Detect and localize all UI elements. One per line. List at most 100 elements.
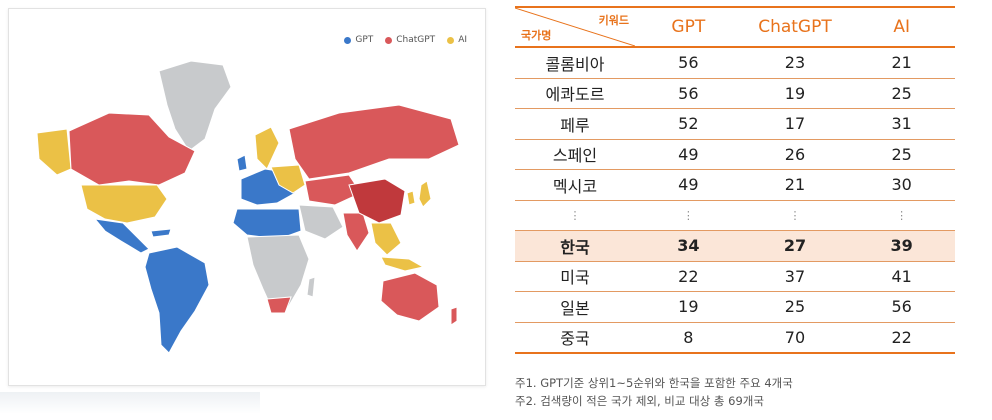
table-row: 스페인 49 26 25 (515, 139, 955, 170)
region-korea (406, 190, 416, 206)
country-cell: 스페인 (515, 139, 635, 170)
region-china (348, 178, 406, 224)
country-cell: 콜롬비아 (515, 47, 635, 79)
corner-keyword-label: 키워드 (598, 14, 629, 27)
table-row: 멕시코 49 21 30 (515, 169, 955, 201)
table-row-ellipsis: ⋮ ⋮ ⋮ ⋮ (515, 200, 955, 231)
gpt-value: 52 (635, 108, 742, 140)
chatgpt-value: 21 (741, 169, 849, 201)
region-russia (288, 104, 460, 180)
country-cell: 미국 (515, 261, 635, 292)
column-header-chatgpt: ChatGPT (741, 6, 849, 48)
map-legend: GPT ChatGPT AI (344, 35, 467, 45)
legend-label-chatgpt: ChatGPT (396, 35, 436, 45)
region-new-zealand (450, 306, 458, 326)
keyword-table-wrapper: 키워드 국가명 GPT ChatGPT AI 콜롬비아 56 23 21 에콰도… (515, 6, 955, 354)
region-japan (418, 180, 432, 208)
gpt-value: 56 (635, 47, 742, 79)
region-usa (80, 184, 168, 224)
ai-value: 25 (848, 78, 955, 109)
chatgpt-value: 26 (741, 139, 849, 170)
legend-dot-ai (447, 36, 455, 44)
column-header-ai: AI (848, 6, 955, 48)
table-row: 미국 22 37 41 (515, 261, 955, 292)
table-row: 페루 52 17 31 (515, 108, 955, 140)
region-alaska (36, 128, 72, 176)
column-header-gpt: GPT (635, 6, 742, 48)
ai-value: 56 (848, 291, 955, 323)
region-madagascar (306, 276, 316, 298)
region-south-america (144, 246, 210, 354)
table-corner-cell: 키워드 국가명 (515, 6, 635, 48)
chatgpt-value: 27 (741, 230, 849, 262)
region-south-africa (266, 296, 292, 314)
gpt-value: 22 (635, 261, 742, 292)
ai-value: 22 (848, 322, 955, 354)
region-india (342, 212, 370, 252)
gpt-value: 56 (635, 78, 742, 109)
country-cell: 한국 (515, 230, 635, 262)
legend-label-ai: AI (458, 35, 467, 45)
ai-value: 30 (848, 169, 955, 201)
gpt-value: 19 (635, 291, 742, 323)
ai-value: 25 (848, 139, 955, 170)
region-uk (236, 154, 248, 172)
note-2: 주2. 검색량이 적은 국가 제외, 비교 대상 총 69개국 (515, 394, 764, 408)
corner-diagonal (515, 8, 635, 46)
world-map-panel: GPT ChatGPT AI (8, 8, 486, 386)
legend-item-chatgpt: ChatGPT (385, 35, 435, 45)
ai-value: 31 (848, 108, 955, 140)
region-eastern-europe (270, 164, 306, 194)
table-row: 일본 19 25 56 (515, 291, 955, 323)
country-cell: ⋮ (515, 200, 635, 231)
note-1: 주1. GPT기준 상위1~5순위와 한국을 포함한 주요 4개국 (515, 376, 793, 390)
table-row: 콜롬비아 56 23 21 (515, 47, 955, 79)
table-header-row: 키워드 국가명 GPT ChatGPT AI (515, 6, 955, 48)
country-cell: 중국 (515, 322, 635, 354)
region-scandinavia (254, 126, 280, 170)
country-cell: 멕시코 (515, 169, 635, 201)
ai-value: 41 (848, 261, 955, 292)
chatgpt-value: 70 (741, 322, 849, 354)
ai-value: 39 (848, 230, 955, 262)
gpt-value: ⋮ (635, 200, 742, 231)
region-mexico (93, 218, 150, 254)
ai-value: ⋮ (848, 200, 955, 231)
legend-item-gpt: GPT (344, 35, 373, 45)
table-row: 에콰도르 56 19 25 (515, 78, 955, 109)
country-cell: 에콰도르 (515, 78, 635, 109)
gpt-value: 49 (635, 139, 742, 170)
chatgpt-value: 17 (741, 108, 849, 140)
keyword-table: 키워드 국가명 GPT ChatGPT AI 콜롬비아 56 23 21 에콰도… (515, 6, 955, 354)
region-middle-east (298, 204, 344, 240)
legend-dot-chatgpt (385, 36, 393, 44)
legend-item-ai: AI (447, 35, 467, 45)
table-notes: 주1. GPT기준 상위1~5순위와 한국을 포함한 주요 4개국 주2. 검색… (515, 374, 793, 410)
chatgpt-value: ⋮ (741, 200, 849, 231)
region-southeast-asia (370, 222, 402, 256)
region-north-africa (232, 208, 302, 240)
gpt-value: 8 (635, 322, 742, 354)
region-central-asia (304, 174, 362, 206)
chatgpt-value: 23 (741, 47, 849, 79)
chatgpt-value: 37 (741, 261, 849, 292)
map-shadow (0, 392, 260, 414)
table-row-highlight: 한국 34 27 39 (515, 230, 955, 262)
table-row: 중국 8 70 22 (515, 322, 955, 354)
region-greenland (158, 60, 232, 152)
country-cell: 페루 (515, 108, 635, 140)
gpt-value: 34 (635, 230, 742, 262)
world-map (36, 60, 460, 354)
chatgpt-value: 25 (741, 291, 849, 323)
region-indonesia (380, 256, 425, 272)
chatgpt-value: 19 (741, 78, 849, 109)
country-cell: 일본 (515, 291, 635, 323)
legend-label-gpt: GPT (355, 35, 374, 45)
gpt-value: 49 (635, 169, 742, 201)
ai-value: 21 (848, 47, 955, 79)
region-australia (380, 272, 440, 322)
legend-dot-gpt (344, 36, 352, 44)
region-canada (68, 112, 196, 186)
region-caribbean (150, 228, 172, 238)
corner-country-label: 국가명 (521, 29, 552, 42)
